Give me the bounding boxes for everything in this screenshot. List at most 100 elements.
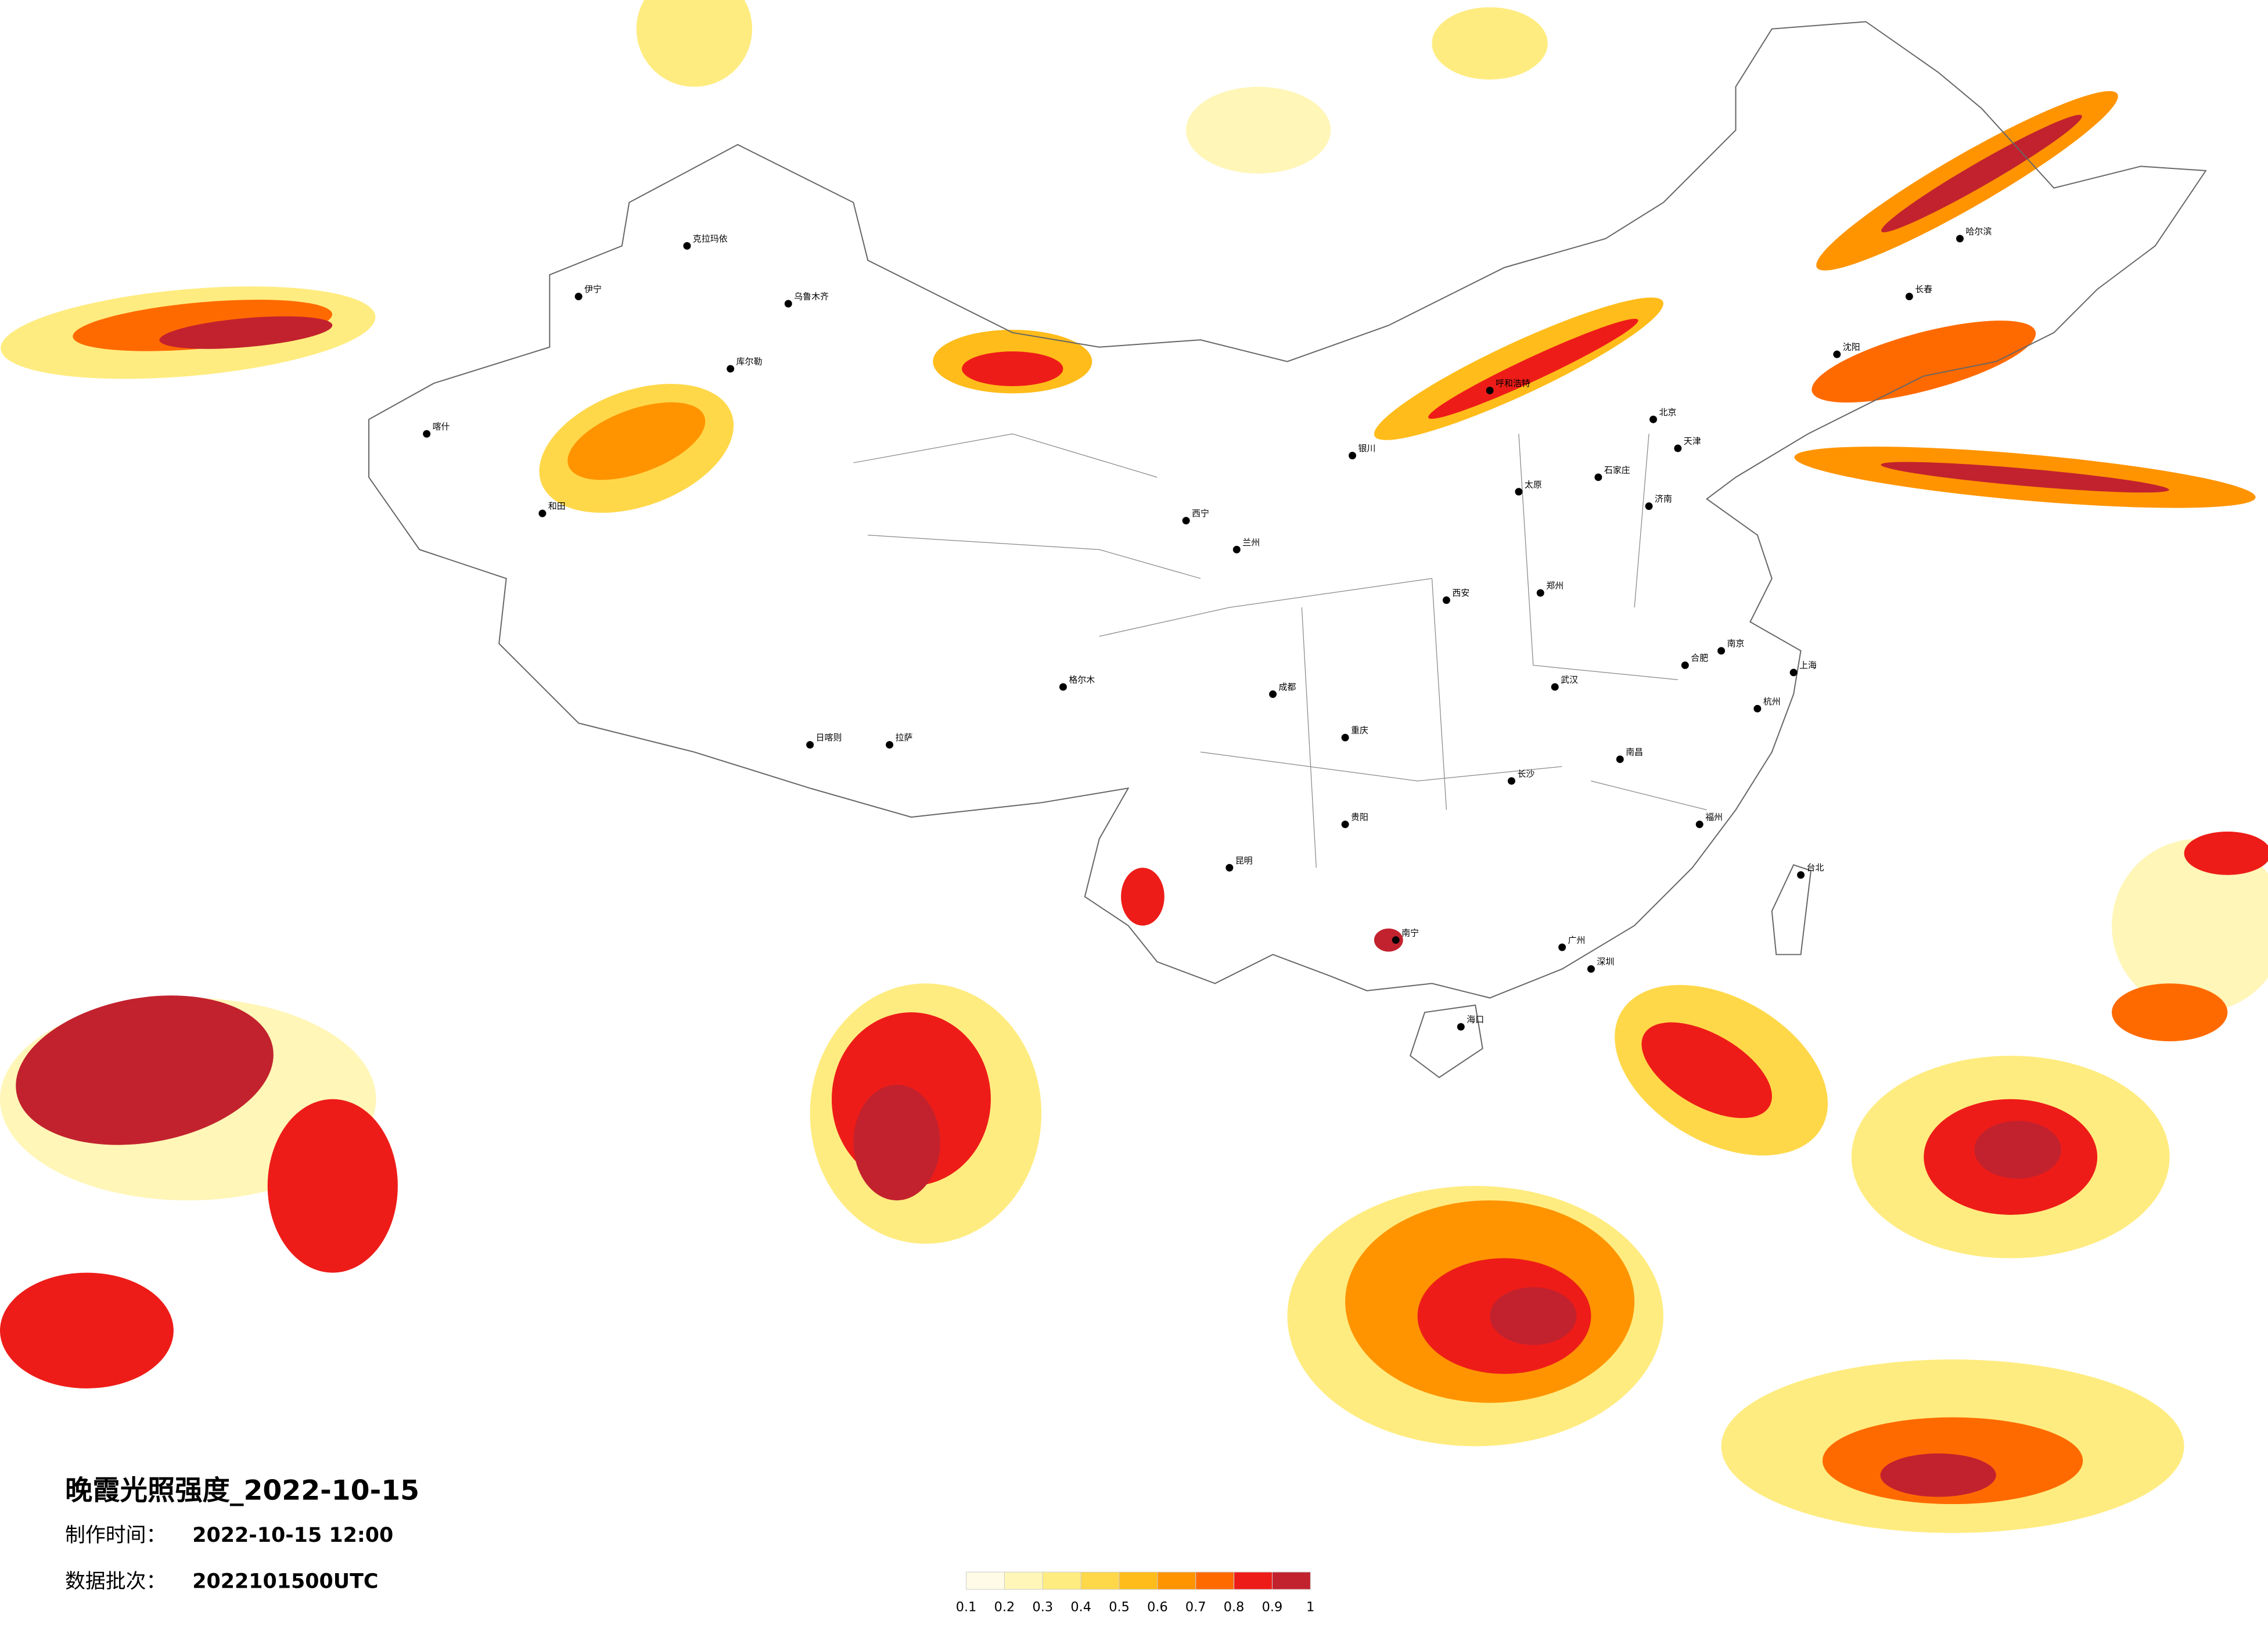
city-dot [1508, 777, 1515, 785]
city-label: 克拉玛依 [693, 233, 728, 244]
city-dot [1956, 235, 1964, 243]
city-dot [1649, 415, 1658, 423]
legend-tick-label: 0.8 [1224, 1599, 1245, 1614]
city-label: 深圳 [1597, 956, 1614, 967]
city-dot [1341, 821, 1349, 829]
city-dot [1349, 452, 1357, 459]
city-dot [1182, 517, 1190, 525]
heat-area [1880, 1453, 1996, 1497]
city-dot [1587, 965, 1595, 973]
city-dot [886, 741, 894, 749]
data-batch: 2022101500UTC [192, 1570, 378, 1593]
legend-swatch [966, 1571, 1005, 1590]
city-label: 格尔木 [1069, 674, 1095, 685]
city-dot [1594, 473, 1602, 481]
legend-tick-label: 0.7 [1185, 1599, 1206, 1614]
legend-swatch [1234, 1571, 1273, 1590]
city-dot [683, 242, 691, 250]
city-dot [1225, 864, 1234, 872]
legend: 0.1 0.2 0.3 0.4 0.5 0.6 0.7 0.8 0.9 1 [956, 1571, 1314, 1614]
city-label: 昆明 [1235, 855, 1253, 866]
city-label: 天津 [1684, 436, 1701, 447]
legend-tick-label: 0.3 [1033, 1599, 1054, 1614]
heat-area [2112, 839, 2268, 1013]
heat-area [962, 351, 1063, 386]
city-dot [1341, 733, 1349, 742]
heat-area [1121, 868, 1164, 926]
city-label: 合肥 [1691, 653, 1708, 663]
heat-area [267, 1099, 398, 1273]
legend-tick-label: 0.1 [956, 1599, 977, 1614]
heat-area [1641, 1022, 1772, 1118]
city-dot [1457, 1023, 1465, 1031]
legend-swatch [1157, 1571, 1196, 1590]
city-label: 呼和浩特 [1496, 378, 1530, 388]
heat-layer [0, 0, 2268, 1533]
production-time: 2022-10-15 12:00 [192, 1524, 393, 1547]
heat-area [1881, 114, 2082, 232]
legend-tick-label: 0.9 [1262, 1599, 1283, 1614]
city-dot [423, 430, 431, 438]
city-label: 南宁 [1401, 927, 1419, 938]
city-label: 库尔勒 [736, 357, 763, 367]
city-label: 哈尔滨 [1965, 226, 1992, 236]
city-label: 日喀则 [816, 732, 842, 743]
heat-area [16, 995, 274, 1145]
heat-area [636, 0, 752, 87]
city-label: 济南 [1655, 494, 1672, 504]
city-dot [1645, 502, 1653, 510]
heat-area [0, 1272, 174, 1388]
legend-tick-label: 1 [1306, 1599, 1314, 1614]
city-dot [1616, 756, 1624, 763]
city-dot [1392, 936, 1400, 944]
city-label: 郑州 [1546, 581, 1563, 591]
city-dot [1269, 690, 1277, 698]
heat-area [2184, 832, 2268, 875]
heat-area [159, 316, 333, 349]
city-dot [1551, 683, 1559, 691]
city-dot [1486, 386, 1494, 394]
city-dot [1059, 683, 1067, 691]
city-label: 南昌 [1626, 747, 1643, 757]
heat-area [1974, 1121, 2061, 1179]
city-label: 西安 [1452, 588, 1469, 598]
legend-swatch [1004, 1571, 1043, 1590]
city-label: 重庆 [1351, 725, 1368, 736]
legend-tick-label: 0.2 [994, 1599, 1015, 1614]
city-label: 杭州 [1763, 696, 1781, 707]
heat-area [1432, 7, 1548, 80]
city-dot [1442, 596, 1450, 605]
city-dot [1674, 444, 1682, 452]
country-border [368, 21, 2207, 999]
heat-area [567, 402, 706, 480]
island-border [1410, 1004, 1483, 1078]
city-label: 武汉 [1561, 674, 1578, 685]
city-dot [1753, 704, 1762, 713]
heat-area [1881, 462, 2169, 493]
city-label: 长沙 [1517, 768, 1534, 779]
province-border [853, 433, 1707, 868]
city-label: 太原 [1525, 479, 1542, 490]
legend-tick-label: 0.5 [1109, 1599, 1130, 1614]
legend-tick-label: 0.4 [1070, 1599, 1091, 1614]
map-title: 晚霞光照强度_2022-10-15 [65, 1475, 419, 1507]
city-dot [1695, 821, 1703, 829]
city-dot [1558, 943, 1566, 951]
data-batch-label: 数据批次： [65, 1570, 166, 1593]
city-label: 兰州 [1242, 537, 1260, 548]
city-dot [1515, 488, 1523, 496]
legend-swatch [1195, 1571, 1235, 1590]
heat-area [1428, 318, 1638, 419]
legend-swatch [1042, 1571, 1081, 1590]
city-dot [1536, 589, 1544, 597]
city-label: 福州 [1705, 812, 1723, 822]
production-time-label: 制作时间： [65, 1524, 166, 1547]
city-label: 银川 [1358, 443, 1376, 454]
heat-area [2112, 983, 2228, 1042]
heat-area [1374, 928, 1403, 952]
city-dot [538, 509, 547, 517]
